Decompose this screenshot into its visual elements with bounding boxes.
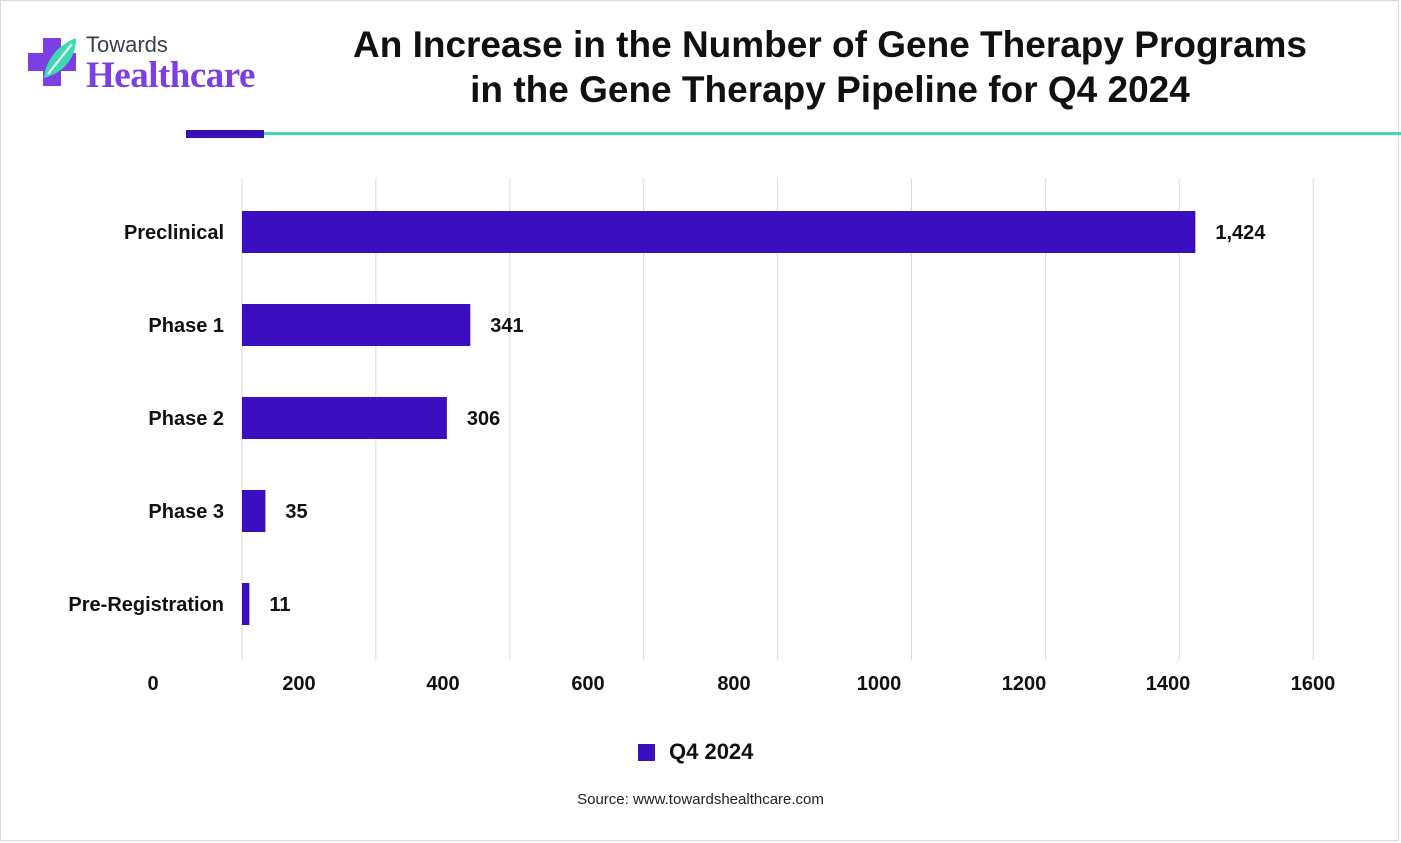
value-labels: 1,424 341 306 35 11	[269, 222, 1266, 616]
value-label-1: 341	[490, 315, 523, 337]
chart-title-line-1: An Increase in the Number of Gene Therap…	[352, 24, 1308, 65]
chart-title: An Increase in the Number of Gene Therap…	[240, 22, 1401, 112]
x-tick-label-1: 200	[282, 673, 315, 695]
category-label-4: Pre-Registration	[68, 594, 224, 616]
x-tick-label-7: 1400	[1146, 673, 1191, 695]
value-label-4: 11	[269, 594, 290, 616]
category-label-3: Phase 3	[148, 501, 224, 523]
category-label-0: Preclinical	[124, 222, 224, 244]
bar-phase-1	[242, 304, 471, 346]
chart-bars	[242, 211, 1196, 625]
bar-phase-2	[242, 397, 447, 439]
bar-phase-3	[242, 490, 266, 532]
category-labels: Preclinical Phase 1 Phase 2 Phase 3 Pre-Regi…	[68, 222, 224, 616]
chart-title-line-2: in the Gene Therapy Pipeline for Q4 2024	[470, 69, 1190, 110]
x-tick-label-4: 800	[717, 673, 750, 695]
legend-label: Q4 2024	[669, 739, 754, 764]
chart-gridlines	[241, 178, 1314, 660]
x-tick-label-0: 0	[147, 673, 158, 695]
title-accent-bar	[186, 130, 264, 138]
logo-text-healthcare: Healthcare	[86, 55, 255, 96]
value-label-3: 35	[285, 501, 307, 523]
bar-preclinical	[242, 211, 1196, 253]
x-tick-label-2: 400	[426, 673, 459, 695]
logo-text-towards: Towards	[86, 32, 168, 57]
bar-pre-registration	[242, 583, 250, 625]
source-note: Source: www.towardshealthcare.com	[577, 791, 824, 808]
towards-healthcare-logo: Towards Healthcare	[26, 32, 266, 96]
x-tick-label-6: 1200	[1002, 673, 1047, 695]
chart-legend: Q4 2024	[638, 737, 753, 767]
x-tick-label-3: 600	[571, 673, 604, 695]
x-tick-label-8: 1600	[1291, 673, 1336, 695]
value-label-2: 306	[467, 408, 500, 430]
value-label-0: 1,424	[1215, 222, 1266, 244]
category-label-1: Phase 1	[148, 315, 224, 337]
title-divider-line	[264, 132, 1401, 135]
legend-swatch	[638, 743, 655, 761]
x-axis-tick-labels: 0 200 400 600 800 1000 1200 1400 1600	[147, 673, 1335, 695]
medical-cross-leaf-icon	[28, 38, 76, 86]
category-label-2: Phase 2	[148, 408, 224, 430]
x-tick-label-5: 1000	[857, 673, 902, 695]
